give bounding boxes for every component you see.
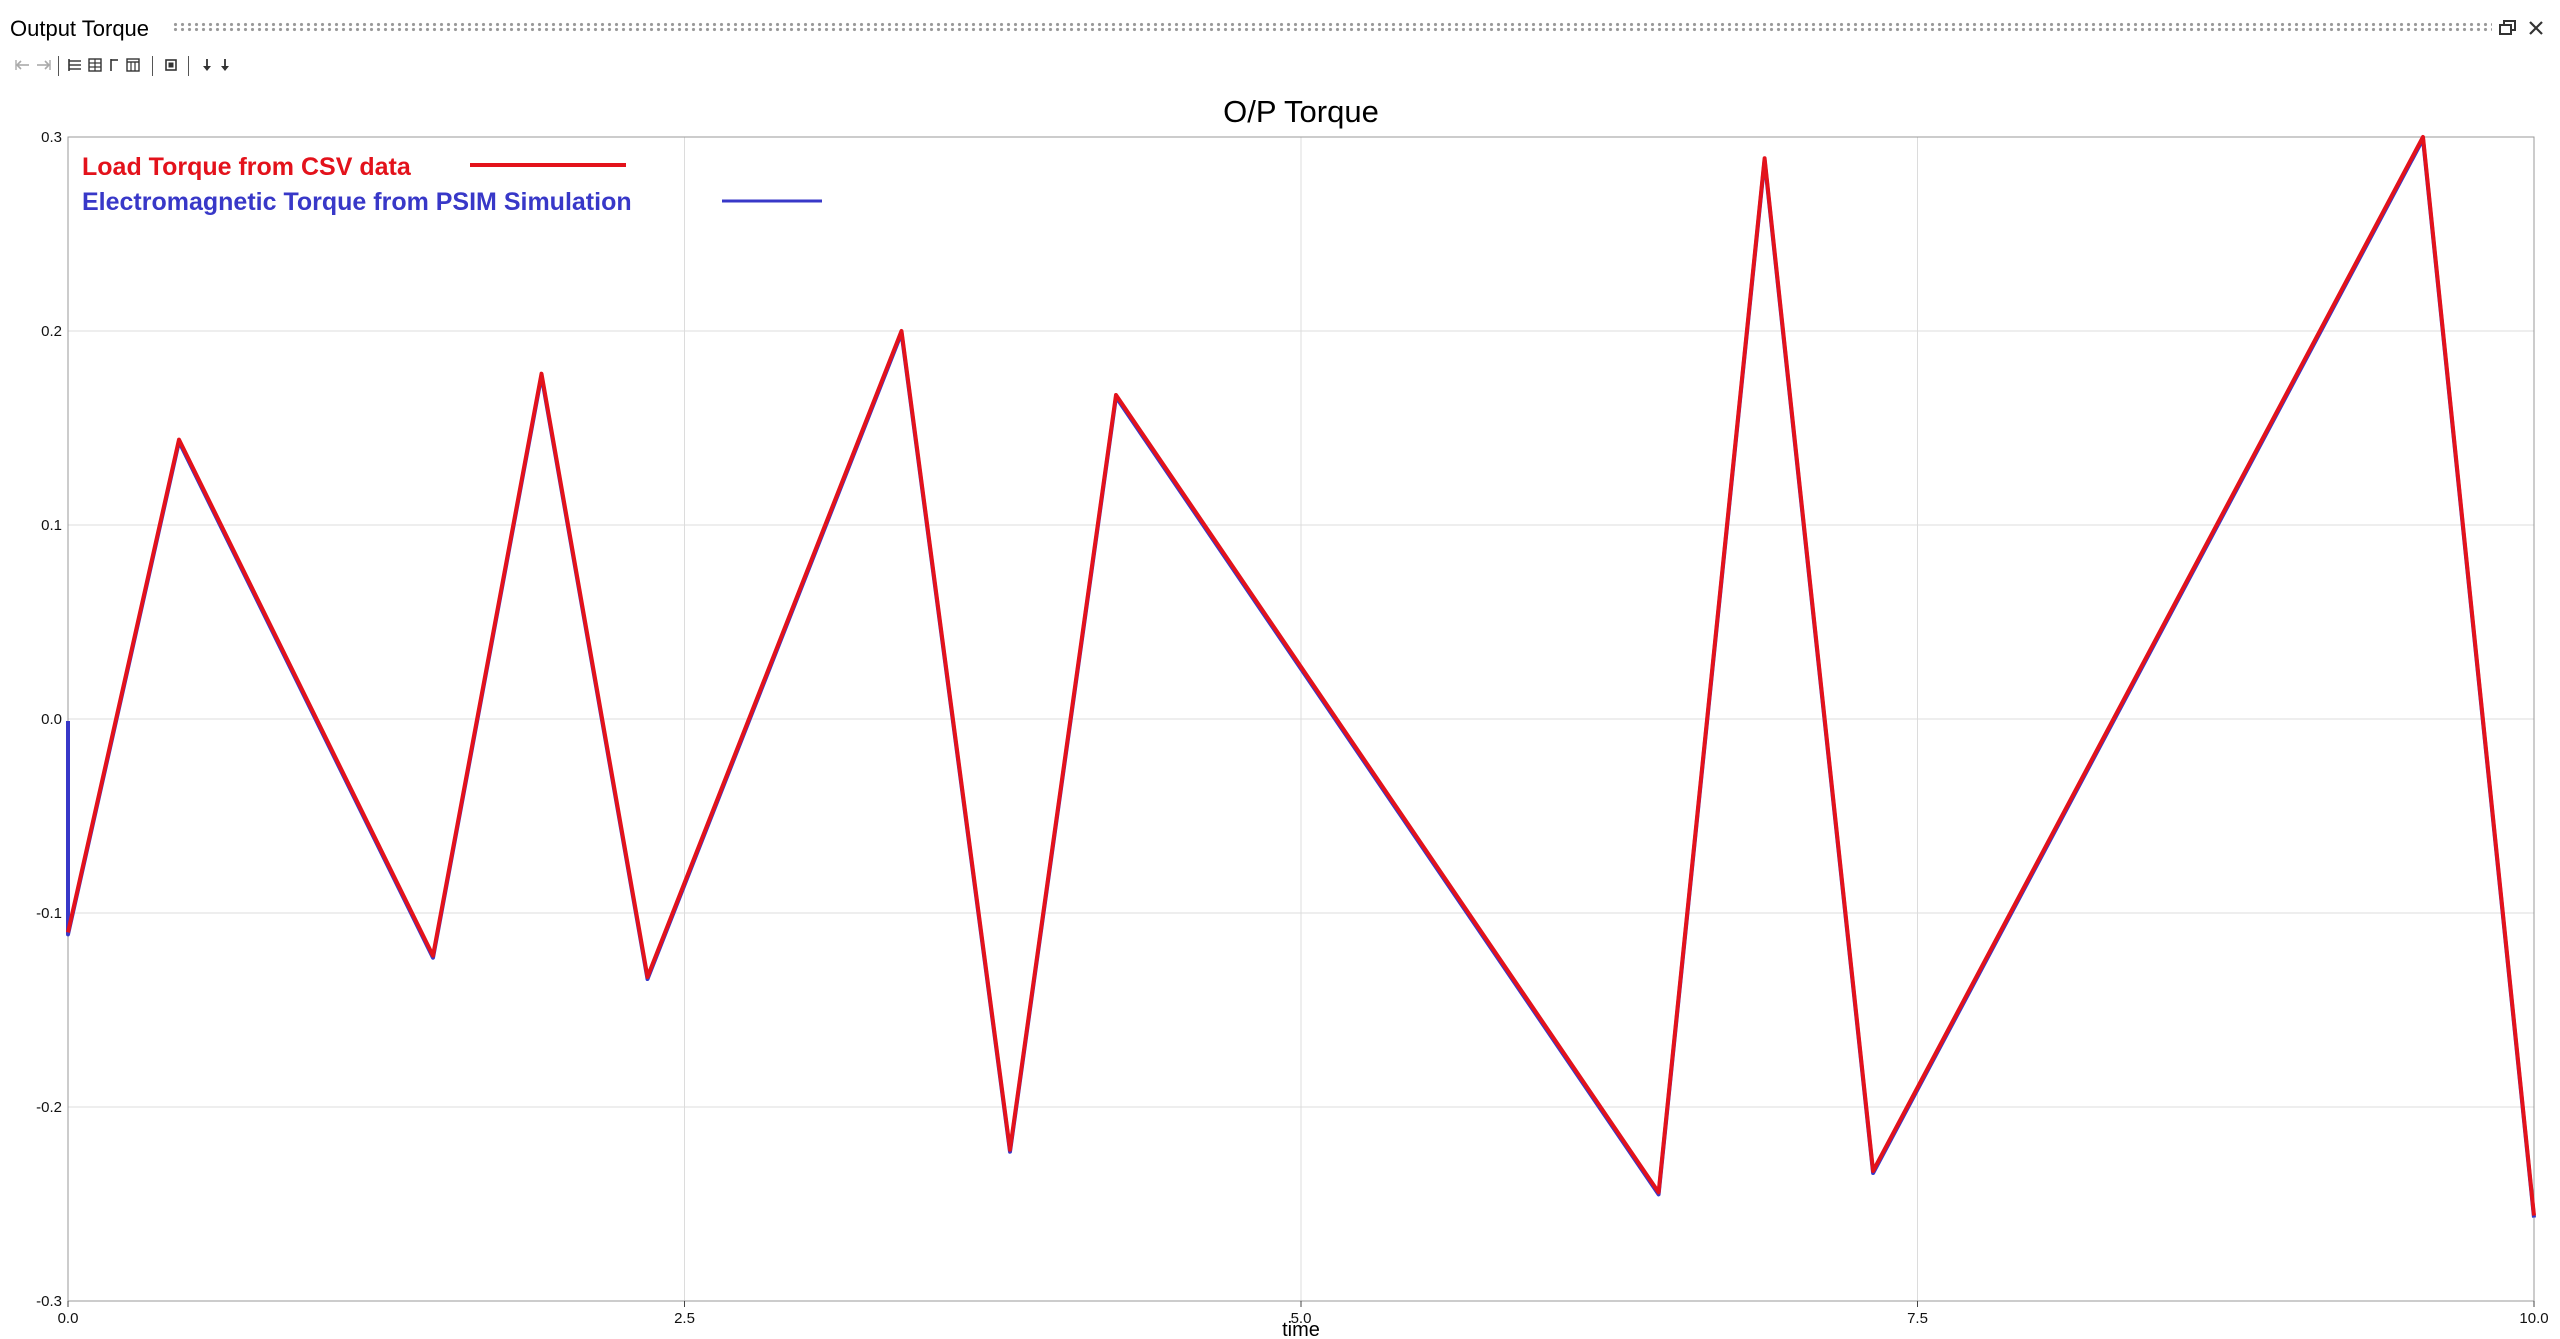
y-tick-label: 0.3 [41, 129, 62, 146]
x-axis-label: time [1282, 1319, 1320, 1339]
x-tick-label: 10.0 [2519, 1310, 2548, 1327]
close-icon[interactable] [2526, 18, 2546, 38]
x-tick-label: 7.5 [1907, 1310, 1928, 1327]
y-tick-label: -0.3 [36, 1293, 62, 1310]
sort-down-icon[interactable] [198, 56, 216, 74]
toolbar-separator [152, 56, 153, 76]
window-title: Output Torque [10, 16, 150, 41]
legend[interactable]: Load Torque from CSV data Electromagneti… [82, 153, 822, 216]
y-tick-label: 0.2 [41, 323, 62, 340]
y-tick-label: 0.1 [41, 517, 62, 534]
legend-label-electromagnetic-torque: Electromagnetic Torque from PSIM Simulat… [82, 188, 632, 216]
x-tick-label: 0.0 [58, 1310, 79, 1327]
table-icon[interactable] [124, 56, 142, 74]
window-titlebar[interactable]: Output Torque [0, 0, 2560, 56]
forward-arrow-icon[interactable] [34, 56, 52, 74]
sort-down-alt-icon[interactable] [216, 56, 234, 74]
toolbar-separator [58, 56, 59, 76]
layout-left-icon[interactable] [66, 56, 84, 74]
grid-lines [67, 136, 2535, 1302]
x-tick-label: 5.0 [1291, 1310, 1312, 1327]
drag-grip-handle[interactable] [172, 22, 2492, 32]
y-tick-label: 0.0 [41, 711, 62, 728]
back-arrow-icon[interactable] [14, 56, 32, 74]
restore-window-icon[interactable] [2498, 18, 2518, 38]
y-tick-label: -0.1 [36, 905, 62, 922]
torque-chart[interactable]: 0.30.20.10.0-0.1-0.2-0.30.0 2.5 5.0 7.5 10.0… [0, 80, 2560, 1339]
axes: 0.30.20.10.0-0.1-0.2-0.30.0 2.5 5.0 7.5 10.0 [36, 129, 2548, 1327]
layout-grid-icon[interactable] [86, 56, 104, 74]
chart-title: O/P Torque [1223, 94, 1379, 129]
toolbar-separator [188, 56, 189, 76]
series-lines [66, 135, 2536, 1218]
graph-toolbar [8, 54, 408, 78]
legend-label-load-torque: Load Torque from CSV data [82, 153, 412, 181]
series-line-load-torque [66, 135, 2536, 1216]
x-tick-label: 2.5 [674, 1310, 695, 1327]
zoom-box-icon[interactable] [162, 56, 180, 74]
y-tick-label: -0.2 [36, 1099, 62, 1116]
measure-icon[interactable] [106, 56, 124, 74]
